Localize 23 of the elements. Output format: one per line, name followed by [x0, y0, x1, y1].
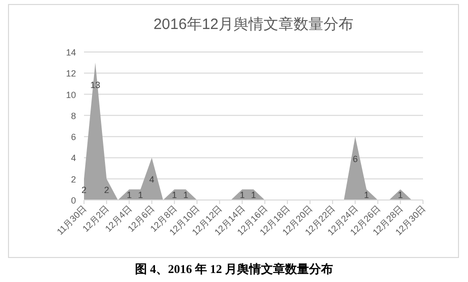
y-tick-label: 2 — [70, 174, 76, 184]
data-label: 1 — [250, 190, 256, 200]
data-label: 13 — [90, 80, 100, 90]
y-tick-label: 12 — [66, 68, 76, 79]
data-label: 2 — [81, 184, 87, 195]
data-label: 1 — [364, 190, 370, 200]
y-tick-label: 14 — [66, 48, 76, 58]
y-tick-label: 0 — [70, 196, 76, 206]
title: 2016年12月舆情文章数量分布 — [153, 16, 354, 33]
caption: 图 4、2016 年 12 月舆情文章数量分布 — [135, 262, 333, 276]
data-label: 6 — [352, 154, 358, 164]
y-tick-label: 10 — [66, 90, 76, 100]
y-tick-label: 8 — [70, 110, 76, 121]
data-label: 1 — [126, 190, 132, 200]
data-label: 1 — [138, 190, 144, 200]
y-tick-label: 4 — [70, 153, 76, 164]
data-label: 4 — [149, 174, 154, 184]
data-label: 1 — [240, 190, 245, 200]
data-label: 1 — [172, 190, 177, 200]
y-tick-label: 6 — [70, 132, 76, 142]
data-label: 1 — [183, 190, 188, 200]
data-label: 2 — [104, 184, 110, 195]
data-label: 1 — [398, 190, 403, 200]
